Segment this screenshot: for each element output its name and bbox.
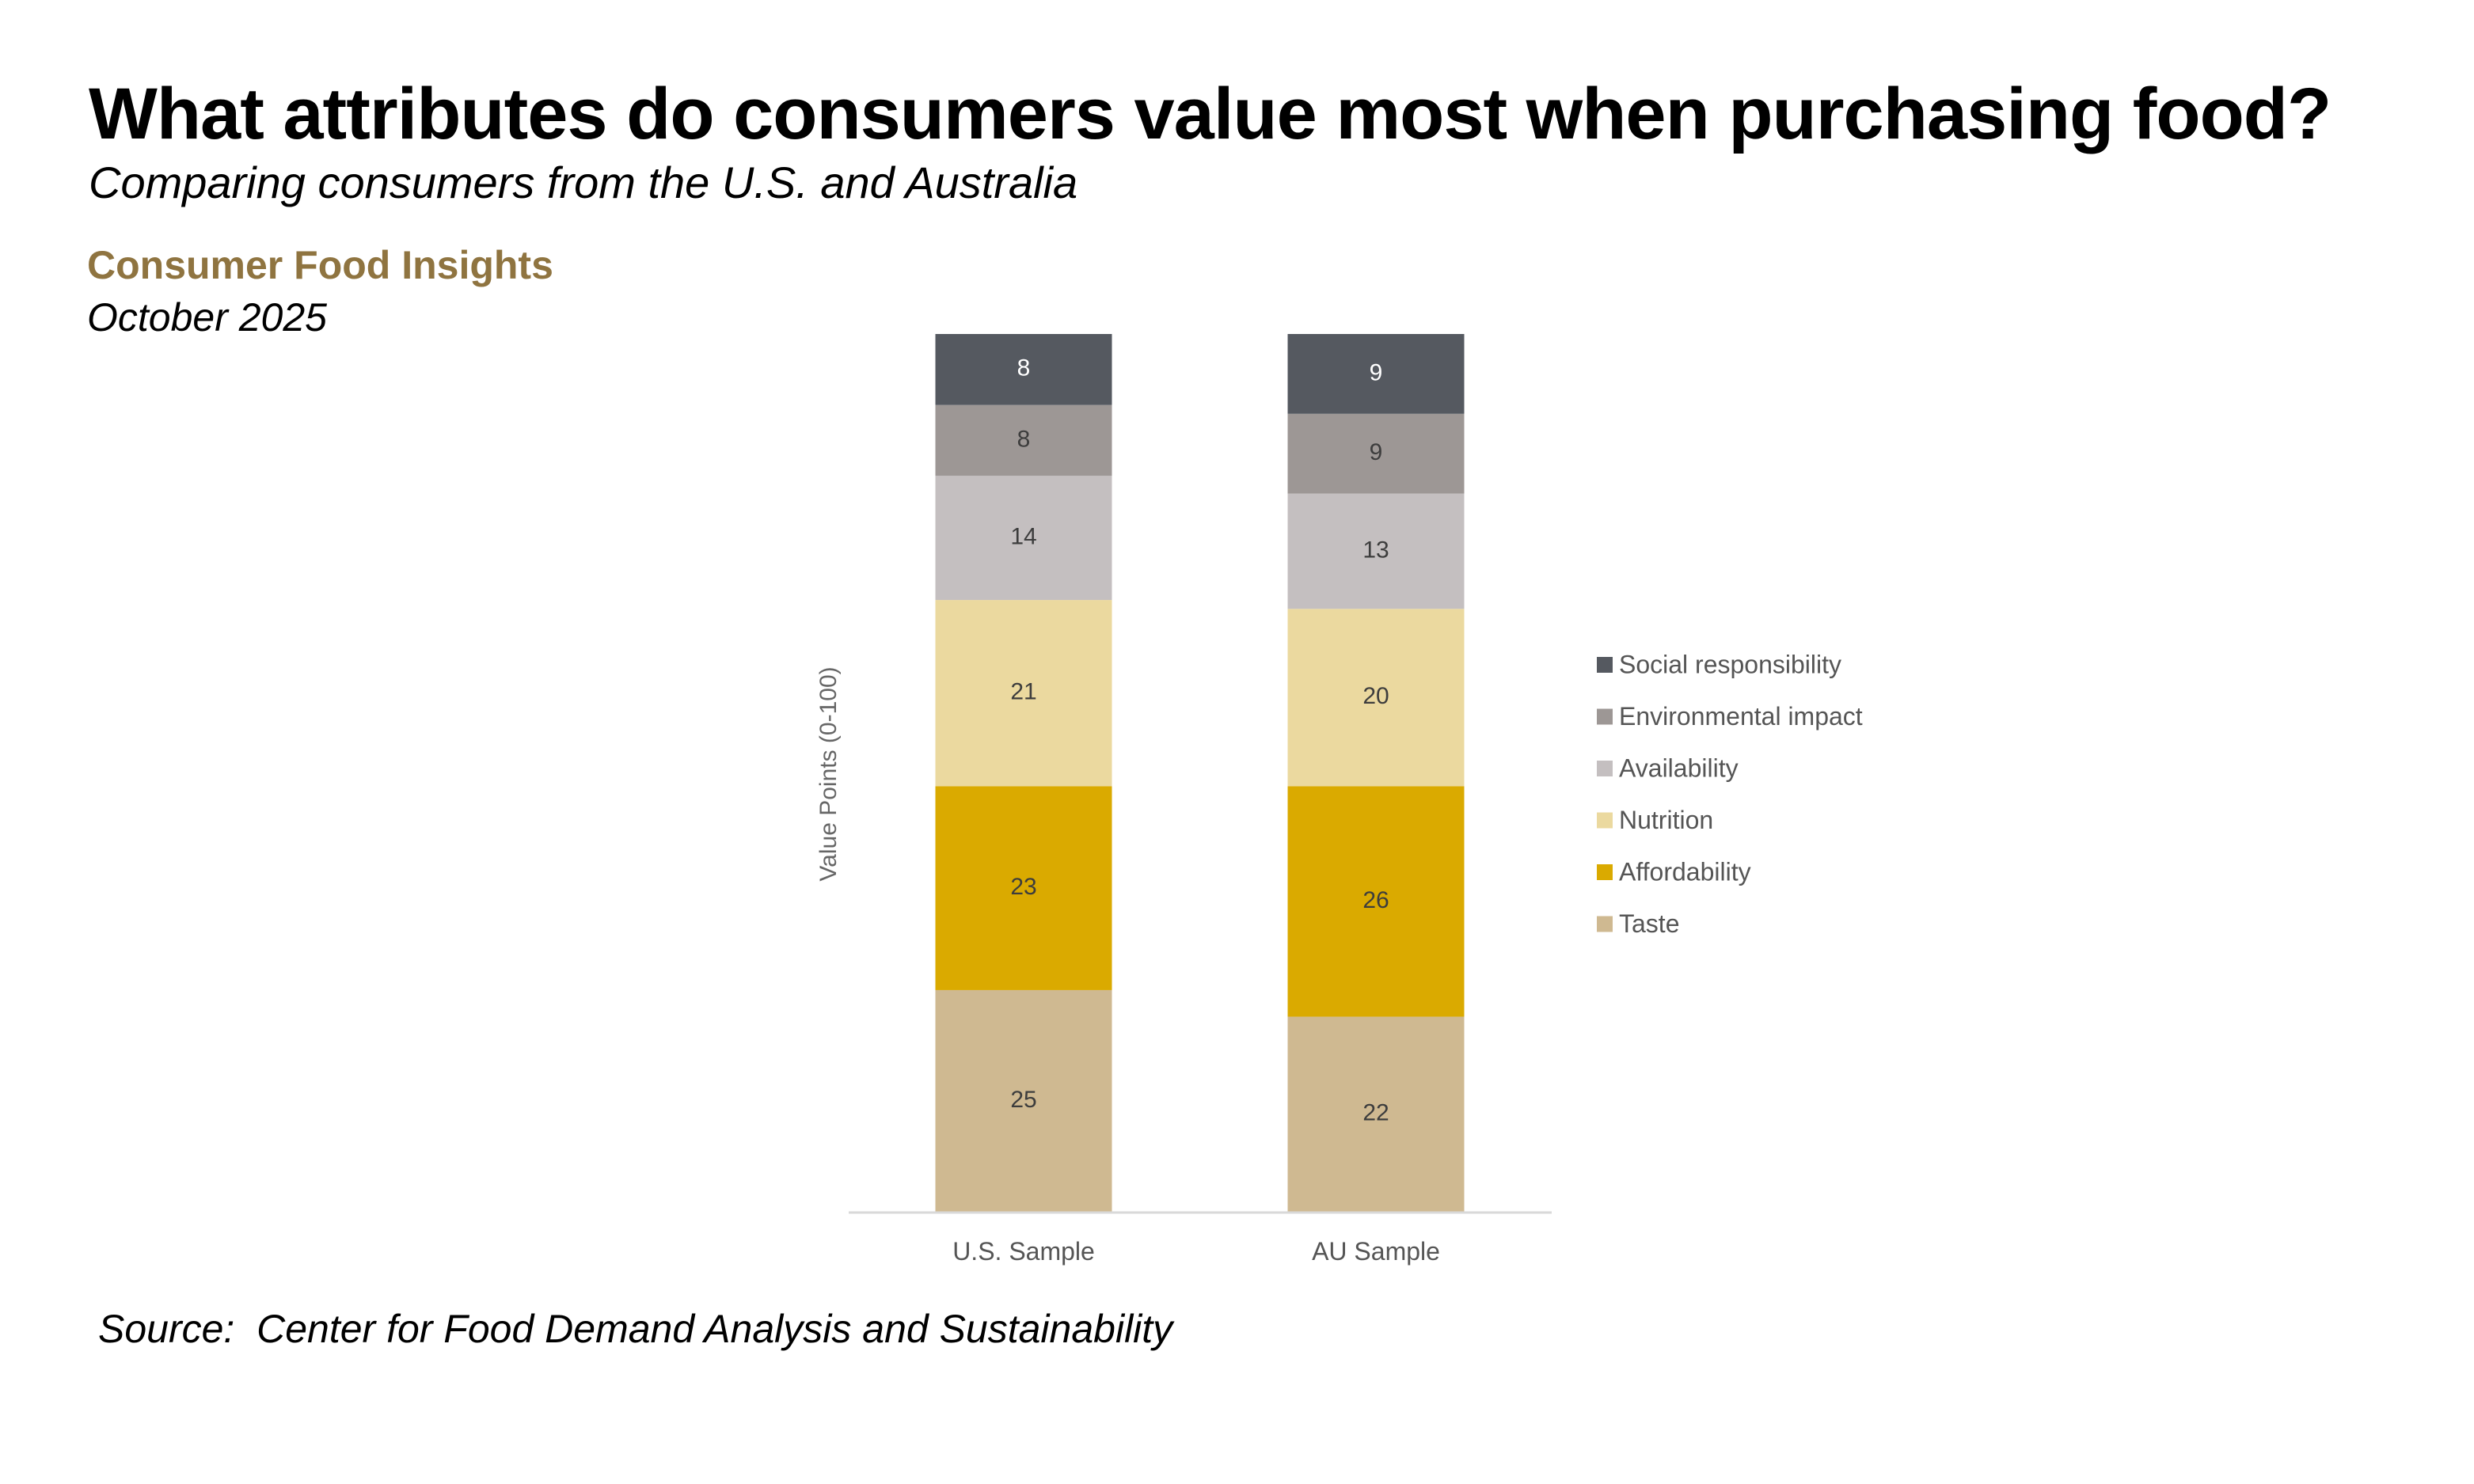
chart-subtitle: Comparing consumers from the U.S. and Au… [89, 158, 1078, 207]
x-tick-label-au-sample: AU Sample [1312, 1237, 1440, 1266]
legend-swatch-social-responsibility [1597, 657, 1613, 673]
legend-swatch-nutrition [1597, 812, 1613, 829]
category-labels: U.S. Sample AU Sample [952, 1237, 1440, 1266]
y-axis-title: Value Points (0-100) [815, 666, 842, 881]
legend-swatch-environmental-impact [1597, 708, 1613, 725]
data-label-u-s-sample-social-responsibility: 8 [1017, 355, 1031, 381]
bar-segment-au-sample-taste [1287, 1016, 1465, 1212]
data-label-au-sample-social-responsibility: 9 [1370, 359, 1383, 385]
data-label-au-sample-nutrition: 20 [1362, 683, 1389, 709]
data-label-u-s-sample-affordability: 23 [1010, 874, 1036, 900]
legend: Social responsibility Environmental impac… [1597, 650, 1863, 938]
legend-swatch-availability [1597, 761, 1613, 776]
data-label-u-s-sample-nutrition: 21 [1010, 679, 1036, 705]
brand-name: Consumer Food Insights [87, 243, 553, 287]
data-label-u-s-sample-availability: 14 [1010, 524, 1036, 550]
bar-segment-au-sample-social-responsibility [1287, 334, 1465, 414]
bar-segment-au-sample-nutrition [1287, 609, 1465, 787]
bar-segment-u-s-sample-social-responsibility [935, 334, 1112, 405]
bars-group: 25 23 21 14 8 8 22 26 20 13 9 9 [935, 334, 1465, 1212]
x-tick-label-u-s-sample: U.S. Sample [952, 1237, 1095, 1266]
legend-item-taste: Taste [1597, 909, 1679, 938]
data-label-au-sample-taste: 22 [1362, 1100, 1389, 1126]
bar-segment-au-sample-availability [1287, 493, 1465, 609]
legend-label-affordability: Affordability [1619, 857, 1751, 886]
bar-segment-u-s-sample-taste [935, 989, 1112, 1212]
legend-label-social-responsibility: Social responsibility [1619, 650, 1841, 678]
source-note: Source: Center for Food Demand Analysis … [98, 1307, 1173, 1351]
legend-item-availability: Availability [1597, 753, 1739, 782]
legend-item-nutrition: Nutrition [1597, 806, 1713, 834]
data-label-au-sample-availability: 13 [1362, 537, 1389, 563]
data-label-au-sample-environmental-impact: 9 [1370, 439, 1383, 465]
legend-item-environmental-impact: Environmental impact [1597, 702, 1863, 731]
legend-label-environmental-impact: Environmental impact [1619, 702, 1863, 731]
report-date: October 2025 [87, 295, 327, 340]
legend-label-taste: Taste [1619, 909, 1679, 938]
bar-segment-u-s-sample-affordability [935, 786, 1112, 990]
bar-segment-au-sample-environmental-impact [1287, 413, 1465, 494]
data-label-u-s-sample-taste: 25 [1010, 1087, 1036, 1113]
chart-title: What attributes do consumers value most … [89, 74, 2331, 154]
data-label-u-s-sample-environmental-impact: 8 [1017, 426, 1031, 452]
bar-segment-au-sample-affordability [1287, 786, 1465, 1017]
legend-item-affordability: Affordability [1597, 857, 1751, 886]
bar-segment-u-s-sample-nutrition [935, 600, 1112, 787]
legend-label-nutrition: Nutrition [1619, 806, 1713, 834]
legend-item-social-responsibility: Social responsibility [1597, 650, 1841, 678]
bar-segment-u-s-sample-availability [935, 476, 1112, 601]
data-label-au-sample-affordability: 26 [1362, 887, 1389, 913]
bar-segment-u-s-sample-environmental-impact [935, 404, 1112, 476]
legend-swatch-taste [1597, 916, 1613, 932]
legend-swatch-affordability [1597, 864, 1613, 880]
legend-label-availability: Availability [1619, 753, 1739, 782]
